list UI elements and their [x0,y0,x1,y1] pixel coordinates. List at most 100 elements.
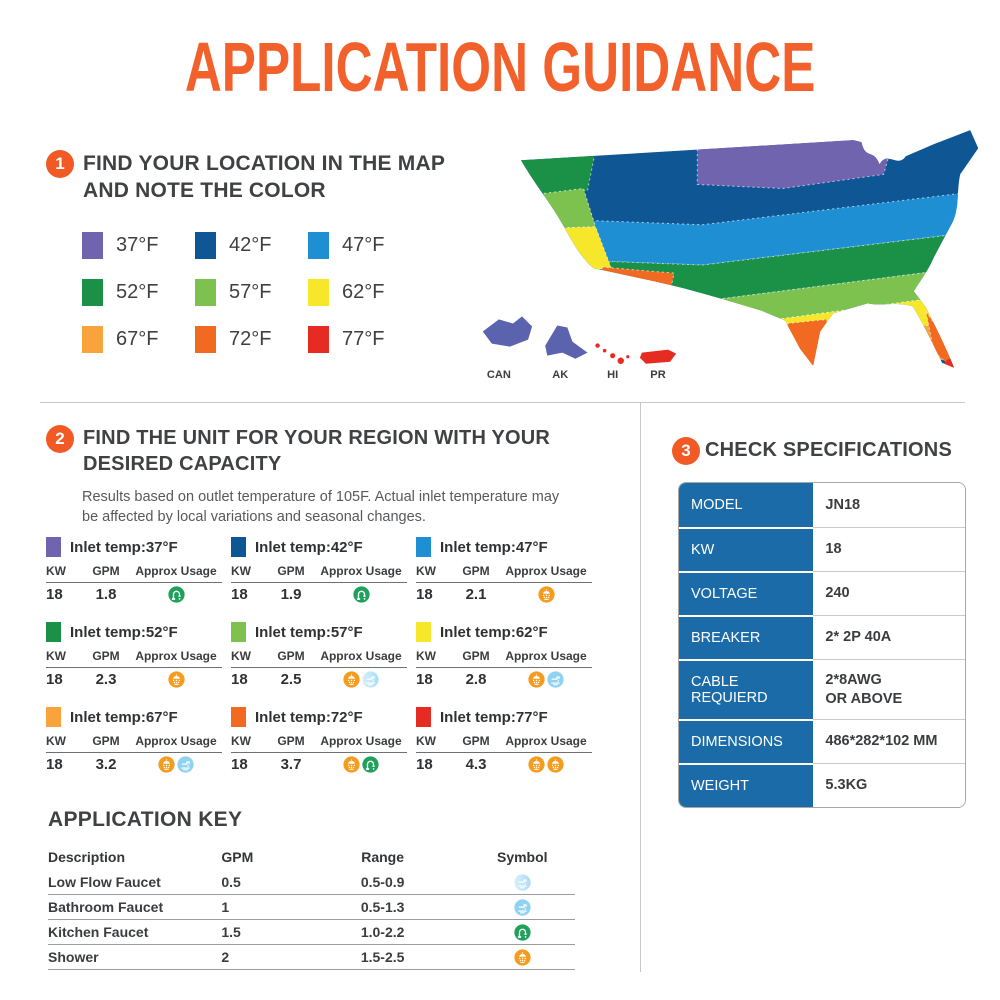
col-header-usage: Approx Usage [505,734,587,748]
unit-usage-icons [502,586,590,603]
inset-label-hi: HI [607,369,618,381]
application-key-heading: APPLICATION KEY [48,808,243,831]
legend-label: 77°F [342,328,385,350]
unit-kw-value: 18 [416,756,433,773]
key-gpm: 1 [221,899,230,915]
col-header-gpm: GPM [277,734,305,748]
map-zone-sw-72f [600,266,675,320]
unit-usage-icons [132,671,220,688]
specifications-table: MODEL JN18 KW 18 VOLTAGE 240 BREAKER 2* … [678,482,966,808]
legend-item: 37°F [82,232,195,259]
key-gpm: 1.5 [221,924,241,940]
spec-value: 2*8AWG OR ABOVE [813,659,965,719]
step1-heading: FIND YOUR LOCATION IN THE MAP AND NOTE T… [83,152,445,203]
unit-swatch [231,537,246,557]
inset-label-can: CAN [487,369,511,381]
legend-item: 47°F [308,232,421,259]
spec-label: DIMENSIONS [679,719,814,763]
kitchen-faucet-icon [352,586,370,603]
unit-kw-value: 18 [231,671,248,688]
step3-badge: 3 [672,437,700,465]
key-row-kitchen-faucet: Kitchen Faucet 1.5 1.0-2.2 [48,920,575,945]
col-header-usage: Approx Usage [505,649,587,663]
shower-icon [470,948,575,966]
unit-swatch [46,622,61,642]
col-header-kw: KW [46,734,66,748]
us-temperature-map: CAN AK HI PR [455,118,1000,400]
legend-swatch-72f [195,326,216,353]
unit-kw-value: 18 [231,586,248,603]
legend-item: 57°F [195,279,308,306]
key-description: Bathroom Faucet [48,899,164,915]
unit-usage-icons [317,756,405,773]
col-header-usage: Approx Usage [505,564,587,578]
legend-label: 42°F [229,234,272,256]
step2-subtitle: Results based on outlet temperature of 1… [82,489,560,526]
unit-table-57f: Inlet temp:57°F KW GPM Approx Usage 18 2… [231,622,407,688]
unit-usage-icons [317,671,405,688]
step3-heading: CHECK SPECIFICATIONS [705,439,952,461]
shower-icon [547,756,564,773]
unit-swatch [46,707,61,727]
unit-gpm-value: 1.9 [280,586,302,603]
unit-usage-icons [132,586,220,603]
step2-badge: 2 [46,425,74,453]
unit-kw-value: 18 [231,756,248,773]
spec-value: 486*282*102 MM [813,719,965,763]
shower-icon [343,756,360,773]
unit-gpm-value: 3.7 [280,756,302,773]
unit-inlet-label: Inlet temp:77°F [440,708,548,726]
shower-icon [528,756,545,773]
unit-inlet-label: Inlet temp:42°F [255,538,363,556]
shower-icon [167,671,185,688]
unit-swatch [416,707,431,727]
col-header-gpm: GPM [277,564,305,578]
step1-badge: 1 [46,150,74,178]
unit-inlet-label: Inlet temp:57°F [255,623,363,641]
application-key-table: Description GPM Range Symbol Low Flow Fa… [48,843,575,970]
us-map-svg: CAN AK HI PR [482,130,979,381]
unit-kw-value: 18 [416,586,433,603]
bathroom-faucet-icon [547,671,564,688]
unit-inlet-label: Inlet temp:37°F [70,538,178,556]
inset-canada [482,316,533,347]
unit-gpm-value: 2.3 [95,671,117,688]
unit-table-77f: Inlet temp:77°F KW GPM Approx Usage 18 4… [416,707,592,773]
shower-icon [528,671,545,688]
key-row-bathroom-faucet: Bathroom Faucet 1 0.5-1.3 [48,895,575,920]
key-range: 1.0-2.2 [360,924,405,940]
key-header-gpm: GPM [221,848,254,865]
map-zone-nw-green [521,139,599,200]
spec-value: 2* 2P 40A [813,615,965,659]
spec-row-breaker: BREAKER 2* 2P 40A [679,615,965,659]
low-flow-faucet-icon [514,873,531,891]
key-range: 0.5-0.9 [360,874,405,890]
spec-value: JN18 [813,483,965,527]
step3-section: 3 CHECK SPECIFICATIONS [672,437,972,465]
inset-labels: CAN AK HI PR [487,369,666,381]
spec-label: WEIGHT [679,763,814,807]
unit-gpm-value: 1.8 [95,586,117,603]
legend-swatch-77f [308,326,329,353]
inset-label-pr: PR [650,369,665,381]
bathroom-faucet-icon [177,756,194,773]
col-header-usage: Approx Usage [135,564,217,578]
key-header-row: Description GPM Range Symbol [48,843,575,870]
key-gpm: 0.5 [221,874,241,890]
col-header-kw: KW [231,734,251,748]
step2-heading: FIND THE UNIT FOR YOUR REGION WITH YOUR … [83,427,551,475]
unit-tables-grid: Inlet temp:37°F KW GPM Approx Usage 18 1… [46,537,597,773]
col-header-gpm: GPM [462,649,490,663]
unit-usage-icons [132,756,220,773]
legend-swatch-37f [82,232,103,259]
spec-label: MODEL [679,483,814,527]
spec-label: KW [679,527,814,571]
col-header-kw: KW [231,649,251,663]
spec-label: CABLE REQUIERD [679,659,814,719]
horizontal-divider [40,402,965,403]
page-title: APPLICATION GUIDANCE [184,28,816,106]
unit-inlet-label: Inlet temp:62°F [440,623,548,641]
unit-table-42f: Inlet temp:42°F KW GPM Approx Usage 18 1… [231,537,407,603]
legend-label: 57°F [229,281,272,303]
spec-value: 5.3KG [813,763,965,807]
